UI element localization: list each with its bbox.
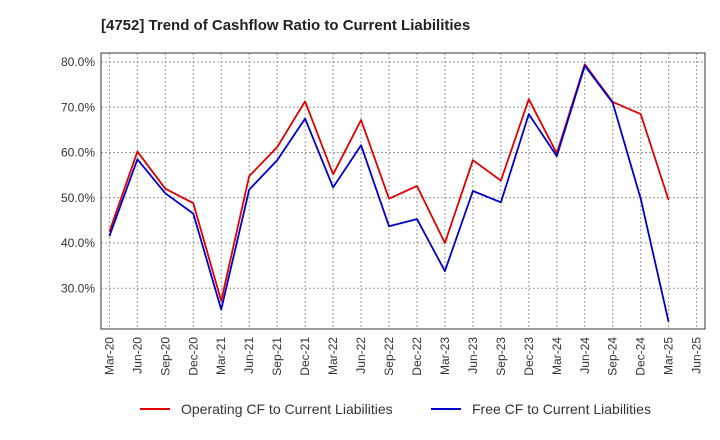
chart-series xyxy=(108,63,670,322)
x-tick-label: Sep-21 xyxy=(270,337,284,376)
y-tick-label: 30.0% xyxy=(61,281,95,295)
x-tick-label: Sep-22 xyxy=(382,337,396,376)
x-tick-label: Sep-23 xyxy=(494,337,508,376)
y-tick-label: 60.0% xyxy=(61,146,95,160)
y-axis-ticks: 30.0% 40.0% 50.0% 60.0% 70.0% 80.0% xyxy=(61,55,95,295)
x-tick-label: Sep-24 xyxy=(606,337,620,376)
x-tick-label: Jun-25 xyxy=(690,337,704,374)
x-axis-ticks: Mar-20 Jun-20 Sep-20 Dec-20 Mar-21 Jun-21 Sep-… xyxy=(102,337,703,376)
x-tick-label: Mar-25 xyxy=(662,337,676,375)
chart-grid xyxy=(101,53,705,329)
x-tick-label: Mar-20 xyxy=(102,337,116,375)
x-tick-label: Dec-20 xyxy=(186,337,200,376)
legend-label: Operating CF to Current Liabilities xyxy=(181,401,393,417)
x-tick-label: Mar-22 xyxy=(326,337,340,375)
x-tick-label: Mar-23 xyxy=(438,337,452,375)
y-tick-label: 40.0% xyxy=(61,236,95,250)
y-tick-label: 50.0% xyxy=(61,191,95,205)
x-tick-label: Jun-20 xyxy=(130,337,144,374)
chart-legend: Operating CF to Current Liabilities Free … xyxy=(140,401,651,417)
x-tick-label: Mar-21 xyxy=(214,337,228,375)
legend-label: Free CF to Current Liabilities xyxy=(472,401,651,417)
y-tick-label: 80.0% xyxy=(61,55,95,69)
x-tick-label: Mar-24 xyxy=(550,337,564,375)
x-tick-label: Jun-24 xyxy=(578,337,592,374)
plot-frame xyxy=(100,52,706,330)
x-tick-label: Dec-22 xyxy=(410,337,424,376)
x-tick-label: Jun-21 xyxy=(242,337,256,374)
x-tick-label: Dec-24 xyxy=(634,337,648,376)
x-tick-label: Jun-22 xyxy=(354,337,368,374)
x-tick-label: Dec-21 xyxy=(298,337,312,376)
x-tick-label: Sep-20 xyxy=(158,337,172,376)
chart-title: [4752] Trend of Cashflow Ratio to Curren… xyxy=(101,17,470,34)
y-tick-label: 70.0% xyxy=(61,100,95,114)
x-tick-label: Dec-23 xyxy=(522,337,536,376)
series-line-free-cf xyxy=(108,64,670,322)
x-tick-label: Jun-23 xyxy=(466,337,480,374)
